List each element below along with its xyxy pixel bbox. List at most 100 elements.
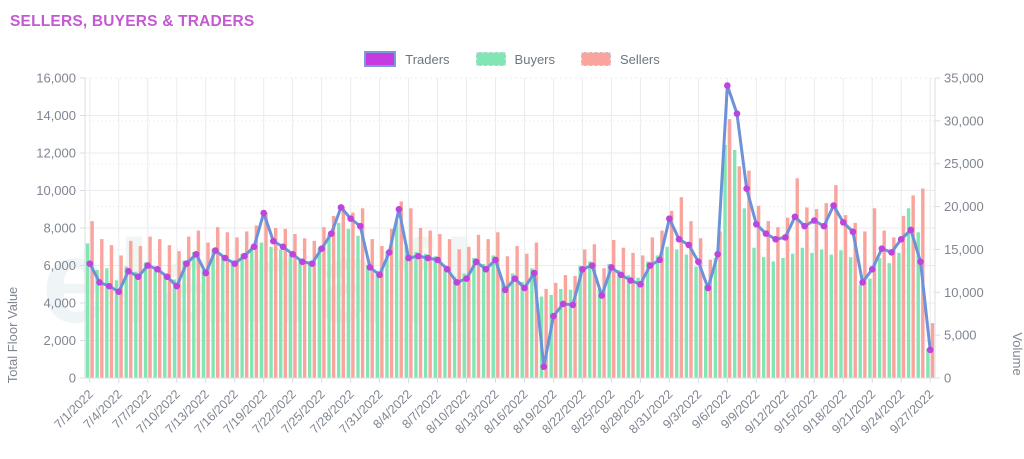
sellers-bar[interactable] [215, 227, 220, 378]
buyers-bar[interactable] [356, 235, 360, 378]
buyers-bar[interactable] [259, 242, 264, 378]
traders-point[interactable] [753, 220, 760, 228]
sellers-bar[interactable] [766, 221, 770, 378]
sellers-bar[interactable] [901, 216, 906, 378]
sellers-bar[interactable] [496, 232, 500, 378]
traders-point[interactable] [299, 258, 306, 266]
sellers-bar[interactable] [843, 215, 848, 378]
buyers-bar[interactable] [462, 273, 466, 378]
sellers-bar[interactable] [911, 195, 915, 378]
sellers-bar[interactable] [148, 236, 152, 378]
buyers-bar[interactable] [365, 264, 370, 378]
buyers-bar[interactable] [95, 270, 99, 378]
sellers-bar[interactable] [380, 246, 384, 378]
buyers-bar[interactable] [134, 271, 138, 378]
traders-point[interactable] [917, 258, 924, 266]
buyers-bar[interactable] [182, 260, 186, 378]
buyers-bar[interactable] [279, 249, 283, 378]
buyers-bar[interactable] [926, 348, 930, 378]
traders-point[interactable] [868, 265, 876, 273]
buyers-bar[interactable] [723, 144, 727, 378]
buyers-bar[interactable] [501, 283, 505, 378]
sellers-bar[interactable] [747, 170, 751, 378]
traders-point[interactable] [501, 286, 509, 294]
sellers-bar[interactable] [447, 239, 452, 378]
buyers-bar[interactable] [781, 258, 785, 378]
traders-point[interactable] [318, 245, 325, 252]
traders-point[interactable] [762, 230, 770, 237]
traders-point[interactable] [791, 213, 799, 221]
buyers-bar[interactable] [829, 254, 833, 378]
traders-point[interactable] [376, 271, 383, 279]
buyers-bar[interactable] [626, 275, 631, 378]
buyers-bar[interactable] [230, 260, 235, 378]
sellers-bar[interactable] [669, 210, 674, 378]
buyers-bar[interactable] [336, 222, 341, 378]
buyers-bar[interactable] [240, 253, 244, 378]
buyers-bar[interactable] [288, 254, 293, 378]
traders-point[interactable] [154, 265, 161, 273]
buyers-bar[interactable] [597, 288, 602, 378]
buyers-bar[interactable] [887, 263, 891, 378]
sellers-bar[interactable] [187, 236, 191, 378]
buyers-bar[interactable] [269, 246, 273, 378]
sellers-bar[interactable] [177, 251, 181, 378]
buyers-bar[interactable] [414, 252, 418, 378]
buyers-bar[interactable] [906, 208, 911, 378]
buyers-bar[interactable] [375, 270, 380, 378]
traders-point[interactable] [617, 271, 625, 279]
buyers-bar[interactable] [114, 280, 119, 378]
buyers-bar[interactable] [897, 252, 901, 378]
buyers-bar[interactable] [694, 266, 698, 378]
sellers-bar[interactable] [708, 259, 713, 378]
traders-point[interactable] [714, 250, 721, 258]
buyers-bar[interactable] [443, 264, 447, 378]
buyers-bar[interactable] [481, 264, 486, 378]
sellers-bar[interactable] [225, 232, 230, 378]
traders-point[interactable] [646, 262, 654, 269]
sellers-bar[interactable] [573, 276, 577, 378]
sellers-bar[interactable] [892, 237, 896, 378]
traders-point[interactable] [328, 230, 335, 237]
traders-point[interactable] [724, 82, 731, 89]
traders-point[interactable] [125, 267, 132, 275]
traders-point[interactable] [173, 282, 181, 290]
buyers-bar[interactable] [868, 278, 872, 378]
buyers-bar[interactable] [510, 273, 515, 378]
traders-point[interactable] [608, 264, 615, 271]
traders-point[interactable] [356, 222, 364, 230]
buyers-bar[interactable] [713, 258, 718, 378]
buyers-bar[interactable] [771, 261, 776, 378]
traders-point[interactable] [86, 260, 94, 267]
traders-point[interactable] [540, 363, 548, 371]
traders-point[interactable] [559, 300, 567, 308]
traders-point[interactable] [666, 215, 673, 222]
sellers-bar[interactable] [554, 282, 558, 378]
sellers-bar[interactable] [418, 228, 423, 378]
traders-point[interactable] [337, 204, 345, 211]
traders-point[interactable] [414, 252, 422, 260]
sellers-bar[interactable] [196, 230, 201, 378]
buyers-bar[interactable] [646, 261, 650, 378]
traders-point[interactable] [569, 301, 577, 309]
sellers-bar[interactable] [824, 203, 828, 378]
traders-point[interactable] [105, 282, 113, 290]
sellers-bar[interactable] [805, 207, 809, 378]
sellers-bar[interactable] [206, 242, 210, 378]
sellers-bar[interactable] [428, 230, 432, 378]
traders-point[interactable] [550, 312, 557, 320]
buyers-bar[interactable] [404, 245, 408, 378]
buyers-bar[interactable] [752, 247, 756, 378]
traders-point[interactable] [492, 256, 499, 264]
traders-point[interactable] [656, 256, 664, 264]
legend-item-traders[interactable]: Traders [364, 51, 450, 67]
sellers-bar[interactable] [283, 228, 288, 378]
sellers-bar[interactable] [235, 237, 239, 378]
buyers-bar[interactable] [742, 208, 747, 378]
buyers-bar[interactable] [790, 253, 795, 378]
buyers-bar[interactable] [472, 258, 476, 378]
sellers-bar[interactable] [389, 228, 394, 378]
buyers-bar[interactable] [800, 247, 805, 378]
buyers-bar[interactable] [327, 234, 331, 378]
traders-point[interactable] [202, 269, 210, 277]
